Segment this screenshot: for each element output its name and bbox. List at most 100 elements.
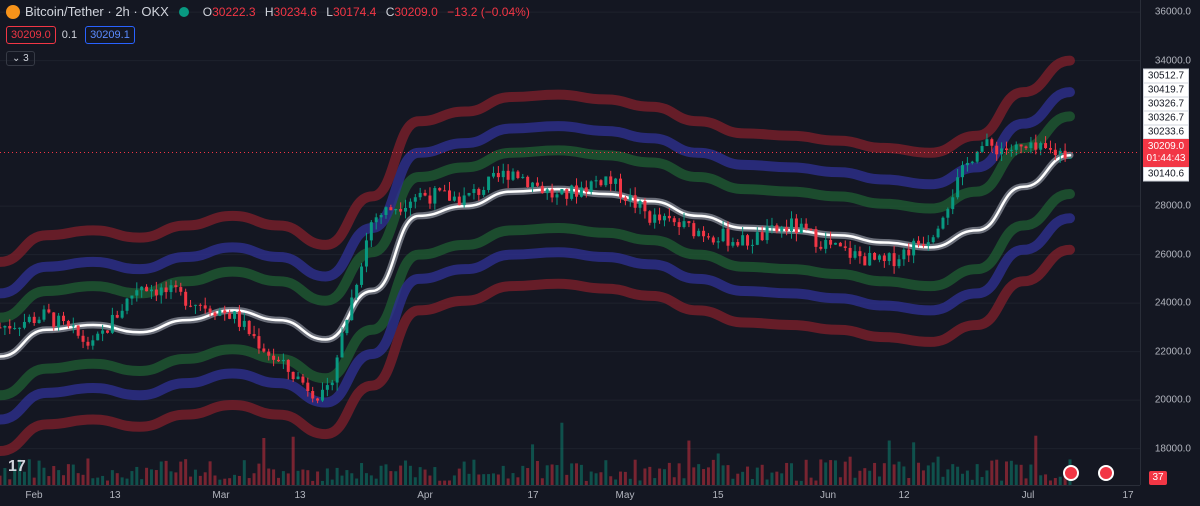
volume-bar xyxy=(291,436,295,485)
candle xyxy=(579,187,583,197)
us-flag-icon[interactable] xyxy=(1098,465,1114,481)
volume-bar xyxy=(360,463,364,485)
volume-bar xyxy=(154,470,158,485)
candle xyxy=(521,176,525,178)
candle xyxy=(438,188,442,191)
candle xyxy=(149,289,153,292)
candle xyxy=(638,200,642,208)
price-axis[interactable]: 36000.0 34000.0 28000.0 26000.0 24000.0 22000… xyxy=(1140,0,1200,485)
band-outer-lower xyxy=(0,244,1075,457)
time-axis[interactable]: Feb 13 Mar 13 Apr 17 May 15 Jun 12 Jul 17 xyxy=(0,485,1140,506)
us-flag-icon[interactable] xyxy=(1063,465,1079,481)
volume-bar xyxy=(193,469,197,485)
candle xyxy=(223,310,227,314)
candle xyxy=(462,195,466,206)
candle xyxy=(81,335,85,342)
change-value: −13.2 (−0.04%) xyxy=(447,4,530,19)
volume-bar xyxy=(584,480,588,485)
indicators-toggle[interactable]: ⌄ 3 xyxy=(6,51,35,66)
volume-bar xyxy=(662,469,666,485)
x-tick-label: Feb xyxy=(25,490,43,501)
candle xyxy=(794,218,798,233)
candle xyxy=(594,180,598,182)
x-tick-label: Jul xyxy=(1021,490,1035,501)
market-open-icon xyxy=(178,6,189,17)
candle xyxy=(184,291,188,306)
candle xyxy=(843,246,847,248)
candle xyxy=(628,195,632,201)
volume-bar xyxy=(169,471,173,485)
volume-bar xyxy=(164,460,168,485)
volume-bar xyxy=(311,480,315,485)
volume-bar xyxy=(389,471,393,485)
candle xyxy=(633,195,637,208)
volume-bar xyxy=(496,474,500,485)
candle xyxy=(27,316,31,322)
x-tick-label: 17 xyxy=(527,490,539,501)
event-count-badge[interactable]: 37 xyxy=(1149,471,1167,485)
buy-button[interactable]: 30209.1 xyxy=(85,26,135,44)
candle xyxy=(614,178,618,184)
y-tick-label: 36000.0 xyxy=(1154,6,1191,18)
volume-bar xyxy=(961,473,965,485)
candle xyxy=(980,146,984,152)
volume-bar xyxy=(623,471,627,485)
y-tick-label: 20000.0 xyxy=(1154,394,1191,406)
volume-bar xyxy=(96,477,100,485)
volume-bar xyxy=(1014,464,1018,485)
candle xyxy=(1068,157,1072,159)
volume-bar xyxy=(379,465,383,485)
sell-button[interactable]: 30209.0 xyxy=(6,26,56,44)
volume-bar xyxy=(975,464,979,485)
candle xyxy=(1014,144,1018,150)
volume-bar xyxy=(599,472,603,485)
candle xyxy=(125,298,129,311)
volume-bar xyxy=(37,460,41,485)
candle xyxy=(472,189,476,193)
volume-bar xyxy=(443,480,447,485)
trade-buttons: 30209.0 0.1 30209.1 xyxy=(6,26,141,44)
candle xyxy=(848,247,852,258)
volume-bar xyxy=(32,477,36,485)
candle xyxy=(325,385,329,390)
volume-bar xyxy=(682,478,686,485)
candle xyxy=(360,266,364,285)
volume-bar xyxy=(91,478,95,485)
volume-bar xyxy=(941,476,945,485)
candle xyxy=(868,252,872,266)
volume-bar xyxy=(726,465,730,485)
chevron-down-icon: ⌄ xyxy=(12,53,21,64)
candle xyxy=(389,207,393,211)
candle xyxy=(1044,143,1048,149)
candle xyxy=(423,192,427,196)
candle xyxy=(926,242,930,246)
volume-bar xyxy=(1039,475,1043,485)
volume-bar xyxy=(970,479,974,485)
candle xyxy=(1029,142,1033,149)
volume-bar xyxy=(47,476,51,485)
tradingview-logo[interactable]: 17 xyxy=(8,458,26,475)
volume-bar xyxy=(628,478,632,485)
candle xyxy=(853,251,857,258)
volume-bar xyxy=(804,459,808,485)
candle xyxy=(619,178,623,198)
volume-bar xyxy=(330,479,334,485)
candle xyxy=(506,170,510,180)
current-price-tag: 30209.0 01:44:43 xyxy=(1143,139,1189,167)
candle xyxy=(623,197,627,201)
candle xyxy=(66,321,70,326)
volume-bar xyxy=(555,465,559,485)
candle xyxy=(526,176,530,188)
volume-bar xyxy=(746,466,750,485)
symbol-title[interactable]: Bitcoin/Tether · 2h · OKX xyxy=(25,4,169,19)
candle xyxy=(262,348,266,352)
open-value: 30222.3 xyxy=(212,4,256,19)
candle xyxy=(687,221,691,224)
volume-bar xyxy=(648,466,652,485)
volume-bar xyxy=(702,469,706,485)
candle xyxy=(203,305,207,309)
price-chart[interactable] xyxy=(0,0,1140,485)
candle xyxy=(545,189,549,194)
band-middle-lower xyxy=(0,213,1075,425)
candle xyxy=(765,226,769,241)
